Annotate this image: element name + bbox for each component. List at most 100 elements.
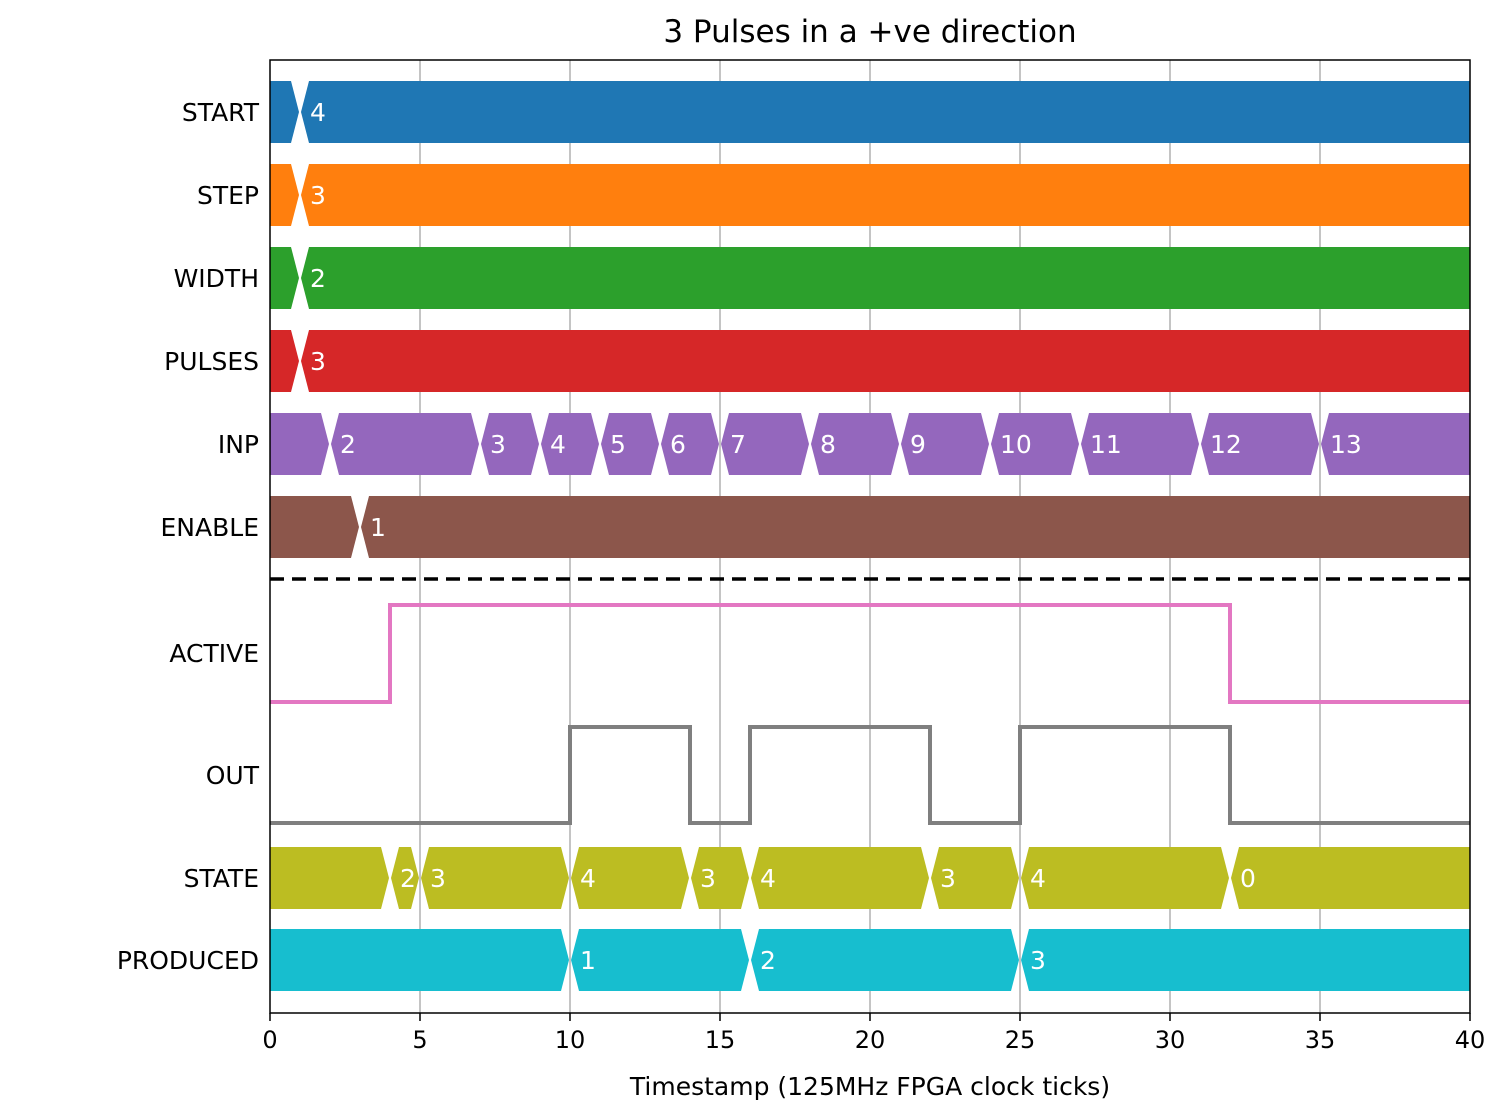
signal-row-step: STEP 3 <box>197 164 1470 226</box>
bus-segment <box>481 413 539 475</box>
row-label-start: START <box>182 98 260 127</box>
bus-value-label: 9 <box>910 430 926 459</box>
bus-value-label: 8 <box>820 430 836 459</box>
signal-row-pulses: PULSES 3 <box>164 330 1470 392</box>
x-tick-label: 5 <box>412 1026 427 1054</box>
bus-segment <box>1021 847 1229 909</box>
bus-segment <box>1021 929 1470 991</box>
bus-segment <box>751 929 1019 991</box>
row-label-produced: PRODUCED <box>117 946 259 975</box>
bus-value-label: 4 <box>1030 864 1046 893</box>
bus-segment <box>270 247 299 309</box>
bus-segment <box>301 247 1470 309</box>
row-label-inp: INP <box>218 430 259 459</box>
bus-value-label: 3 <box>310 181 326 210</box>
bus-value-label: 2 <box>340 430 356 459</box>
row-label-width: WIDTH <box>174 264 259 293</box>
bus-value-label: 1 <box>370 513 386 542</box>
bus-segment <box>571 929 749 991</box>
bus-segment <box>421 847 569 909</box>
bus-value-label: 4 <box>550 430 566 459</box>
x-axis: 0 5 10 15 20 25 30 35 40 <box>262 1013 1485 1054</box>
row-label-pulses: PULSES <box>164 347 259 376</box>
signal-row-active: ACTIVE <box>169 603 1470 704</box>
bus-segment <box>541 413 599 475</box>
x-axis-label: Timestamp (125MHz FPGA clock ticks) <box>629 1072 1110 1101</box>
bus-segment <box>751 847 929 909</box>
bus-segment <box>331 413 479 475</box>
bus-value-label: 10 <box>1000 430 1032 459</box>
bus-segment <box>270 413 329 475</box>
bus-value-label: 3 <box>430 864 446 893</box>
row-label-state: STATE <box>184 864 259 893</box>
bus-segment <box>601 413 659 475</box>
signal-row-inp: INP 2 3 4 5 6 7 8 9 10 11 12 13 <box>218 413 1470 475</box>
bus-value-label: 0 <box>1240 864 1256 893</box>
bus-value-label: 3 <box>700 864 716 893</box>
bus-value-label: 3 <box>490 430 506 459</box>
signal-row-out: OUT <box>206 725 1470 825</box>
bus-value-label: 4 <box>760 864 776 893</box>
signal-row-produced: PRODUCED 1 2 3 <box>117 929 1470 991</box>
x-tick-label: 20 <box>855 1026 886 1054</box>
bus-value-label: 2 <box>310 264 326 293</box>
bus-segment <box>1231 847 1470 909</box>
bus-value-label: 2 <box>400 864 416 893</box>
bus-segment <box>301 81 1470 143</box>
bus-segment <box>301 164 1470 226</box>
x-tick-label: 0 <box>262 1026 277 1054</box>
row-label-active: ACTIVE <box>169 639 259 668</box>
row-label-out: OUT <box>206 761 260 790</box>
bus-segment <box>270 330 299 392</box>
x-tick-label: 30 <box>1155 1026 1186 1054</box>
x-tick-label: 40 <box>1455 1026 1486 1054</box>
bus-value-label: 1 <box>580 946 596 975</box>
bus-value-label: 3 <box>940 864 956 893</box>
bus-segment <box>270 496 359 558</box>
x-tick-label: 25 <box>1005 1026 1036 1054</box>
bus-segment <box>721 413 809 475</box>
bus-value-label: 6 <box>670 430 686 459</box>
bus-segment <box>571 847 689 909</box>
bus-segment <box>661 413 719 475</box>
bus-segment <box>270 164 299 226</box>
row-label-enable: ENABLE <box>161 513 259 542</box>
x-tick-label: 15 <box>705 1026 736 1054</box>
bus-segment <box>931 847 1019 909</box>
bus-segment <box>361 496 1470 558</box>
bus-segment <box>270 847 389 909</box>
bus-segment <box>901 413 989 475</box>
signal-row-enable: ENABLE 1 <box>161 496 1470 558</box>
bus-value-label: 11 <box>1090 430 1122 459</box>
x-tick-label: 10 <box>555 1026 586 1054</box>
chart-title: 3 Pulses in a +ve direction <box>663 14 1076 50</box>
bus-segment <box>991 413 1079 475</box>
bus-value-label: 12 <box>1210 430 1242 459</box>
bus-value-label: 4 <box>310 98 326 127</box>
bus-segment <box>270 81 299 143</box>
bus-segment <box>391 847 419 909</box>
bit-waveform <box>270 603 1470 704</box>
bus-value-label: 3 <box>310 347 326 376</box>
signal-row-width: WIDTH 2 <box>174 247 1470 309</box>
bus-segment <box>1081 413 1199 475</box>
row-label-step: STEP <box>197 181 259 210</box>
bus-value-label: 4 <box>580 864 596 893</box>
bus-value-label: 3 <box>1030 946 1046 975</box>
bus-segment <box>1321 413 1470 475</box>
bus-value-label: 7 <box>730 430 746 459</box>
bus-value-label: 2 <box>760 946 776 975</box>
bus-value-label: 13 <box>1330 430 1362 459</box>
signal-row-state: STATE 2 3 4 3 4 3 4 0 <box>184 847 1470 909</box>
x-tick-label: 35 <box>1305 1026 1336 1054</box>
bus-segment <box>811 413 899 475</box>
signal-row-start: START 4 <box>182 81 1470 143</box>
bus-value-label: 5 <box>610 430 626 459</box>
bus-segment <box>1201 413 1319 475</box>
bus-segment <box>691 847 749 909</box>
bus-segment <box>301 330 1470 392</box>
bus-segment <box>270 929 569 991</box>
bit-waveform <box>270 725 1470 825</box>
